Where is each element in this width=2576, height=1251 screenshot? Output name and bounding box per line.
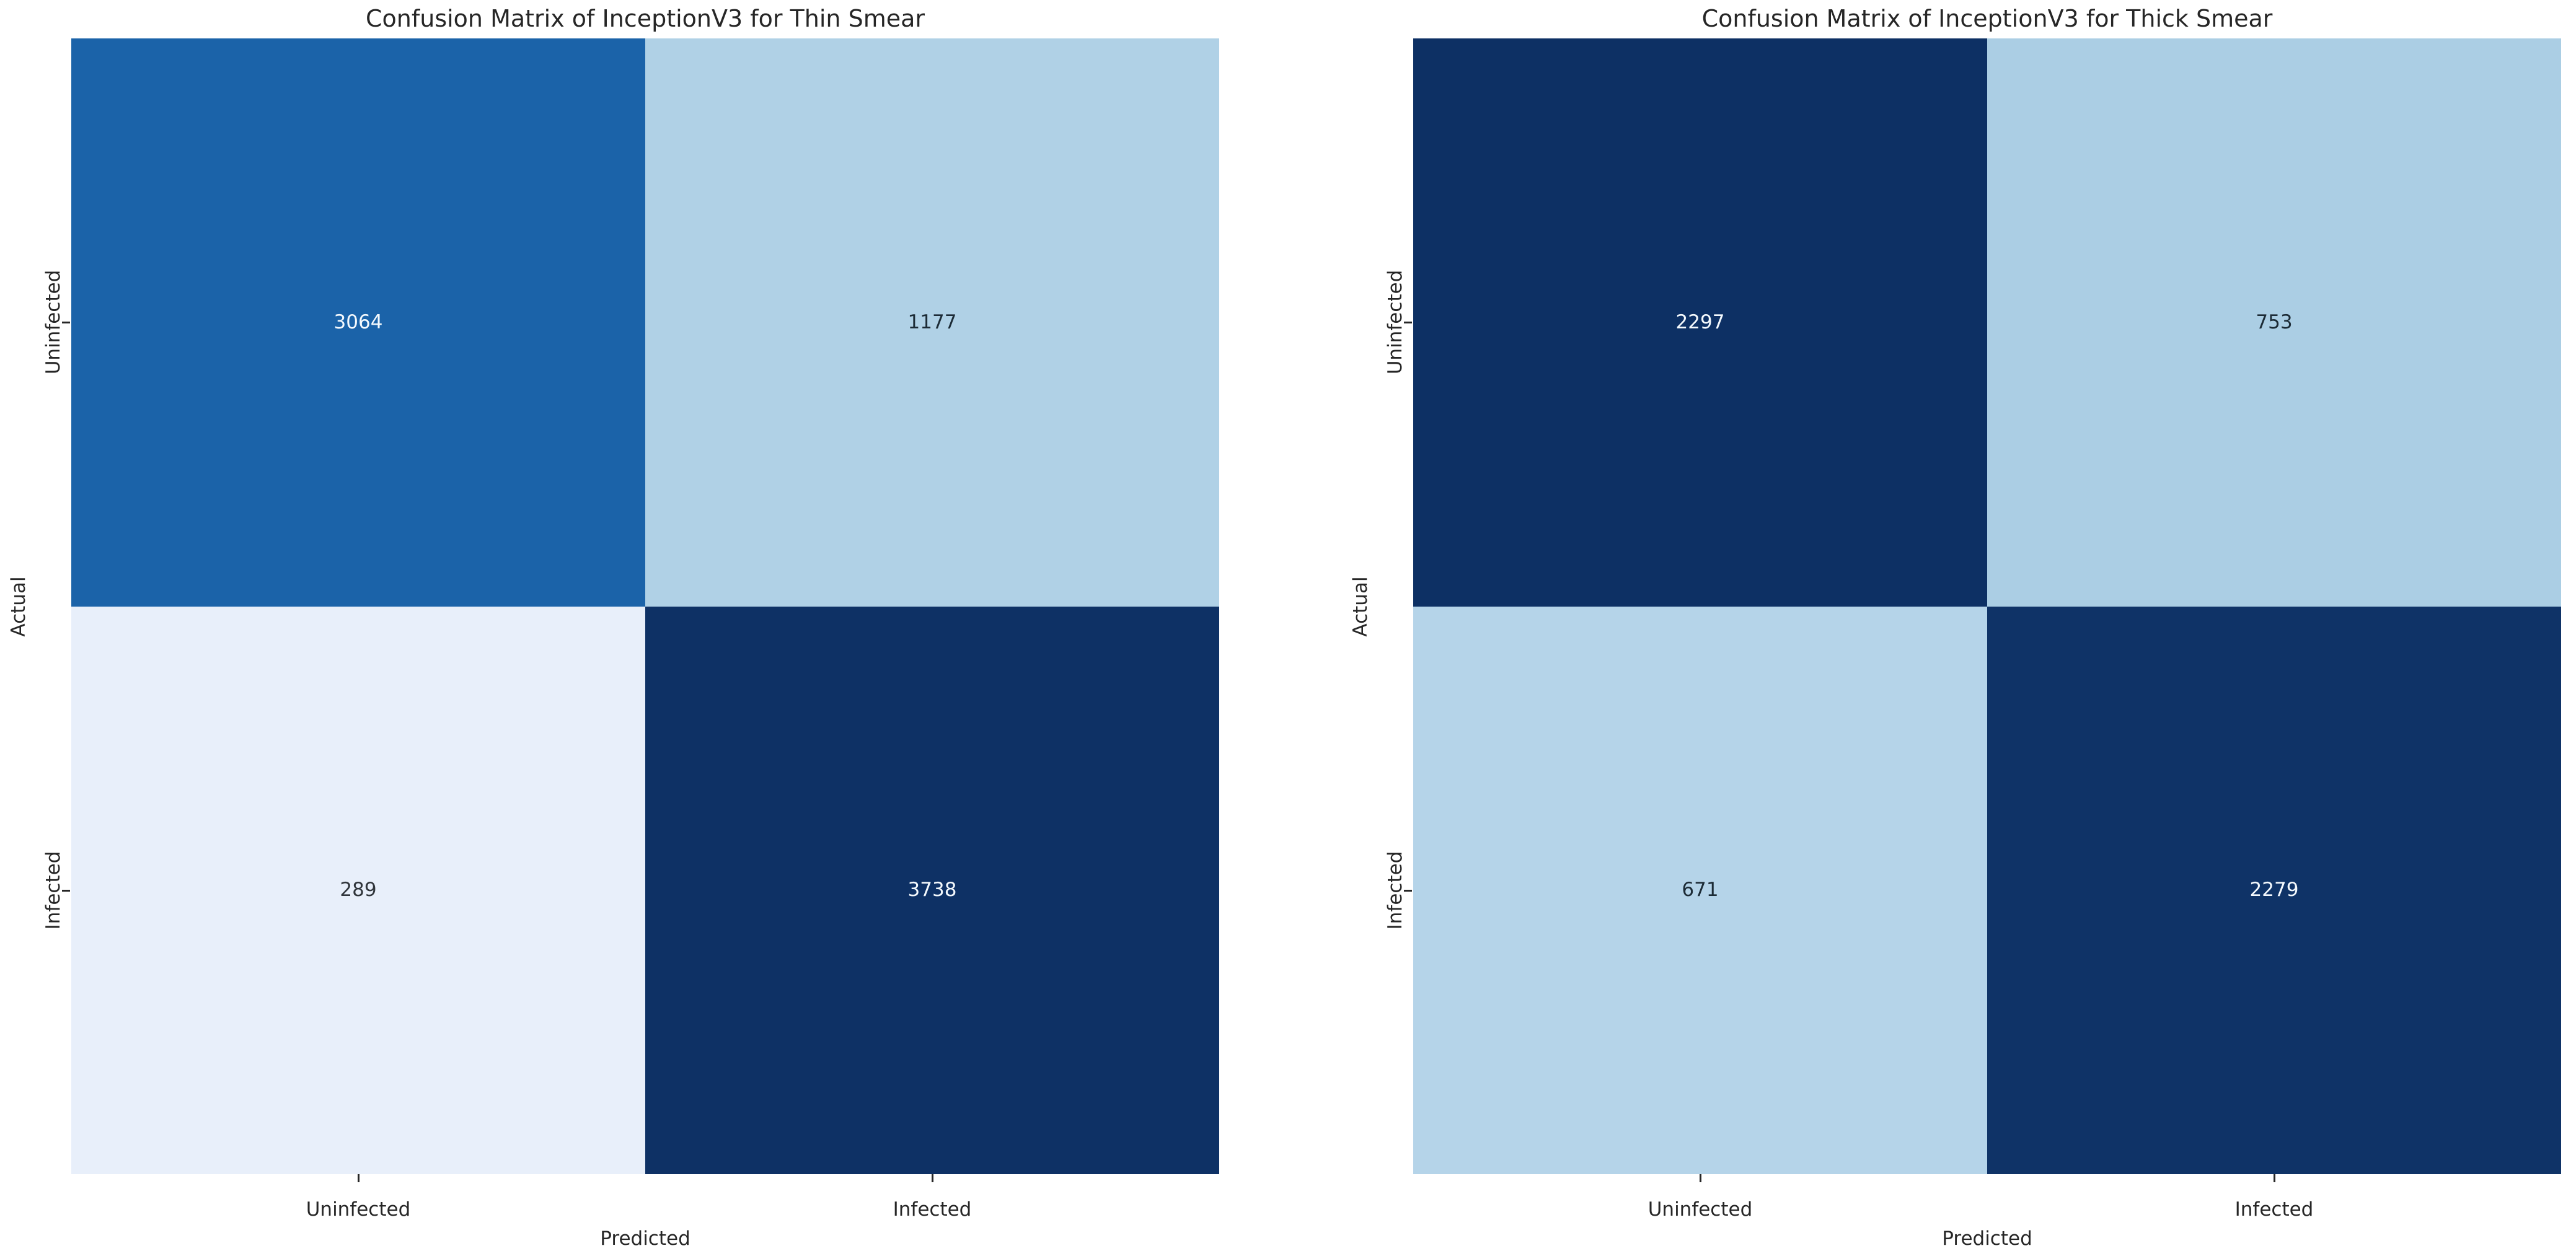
y-axis-label: Actual [7,576,30,637]
chart-title: Confusion Matrix of InceptionV3 for Thin… [365,5,925,32]
x-tick-label: Uninfected [1647,1198,1753,1221]
heatmap-cell-actual-uninfected-pred-uninfected: 3064 [71,38,645,607]
thin-smear-chart: Confusion Matrix of InceptionV3 for Thin… [0,0,1234,1251]
x-axis-label: Predicted [600,1227,690,1250]
cell-value: 289 [340,879,377,902]
y-tick-label: Uninfected [42,270,64,375]
heatmap-cell-actual-infected-pred-uninfected: 289 [71,606,645,1174]
cell-value: 1177 [907,310,957,333]
y-tick-mark [1404,322,1412,323]
y-tick-label: Infected [42,851,64,930]
heatmap: 3064 1177 289 3738 [71,38,1219,1174]
cell-value: 3738 [907,879,957,902]
heatmap: 2297 753 671 2279 [1413,38,2561,1174]
y-tick-mark [62,322,70,323]
cell-value: 2297 [1675,310,1725,333]
y-tick-label: Infected [1384,851,1406,930]
x-tick-label: Uninfected [306,1198,411,1221]
heatmap-cell-actual-infected-pred-uninfected: 671 [1413,606,1987,1174]
y-axis-label: Actual [1349,576,1372,637]
heatmap-cell-actual-uninfected-pred-infected: 1177 [645,38,1219,607]
cell-value: 2279 [2249,879,2299,902]
x-tick-mark [932,1174,933,1182]
cell-value: 671 [1682,879,1719,902]
heatmap-cell-actual-infected-pred-infected: 2279 [1987,606,2561,1174]
x-tick-mark [358,1174,359,1182]
y-tick-mark [62,890,70,892]
heatmap-cell-actual-uninfected-pred-uninfected: 2297 [1413,38,1987,607]
cell-value: 3064 [333,310,383,333]
x-axis-label: Predicted [1942,1227,2032,1250]
y-tick-label: Uninfected [1384,270,1406,375]
x-tick-label: Infected [893,1198,972,1221]
x-tick-mark [2274,1174,2275,1182]
heatmap-cell-actual-infected-pred-infected: 3738 [645,606,1219,1174]
cell-value: 753 [2256,310,2293,333]
x-tick-label: Infected [2234,1198,2314,1221]
thick-smear-chart: Confusion Matrix of InceptionV3 for Thic… [1342,0,2576,1251]
chart-title: Confusion Matrix of InceptionV3 for Thic… [1701,5,2273,32]
heatmap-cell-actual-uninfected-pred-infected: 753 [1987,38,2561,607]
y-tick-mark [1404,890,1412,892]
x-tick-mark [1700,1174,1701,1182]
